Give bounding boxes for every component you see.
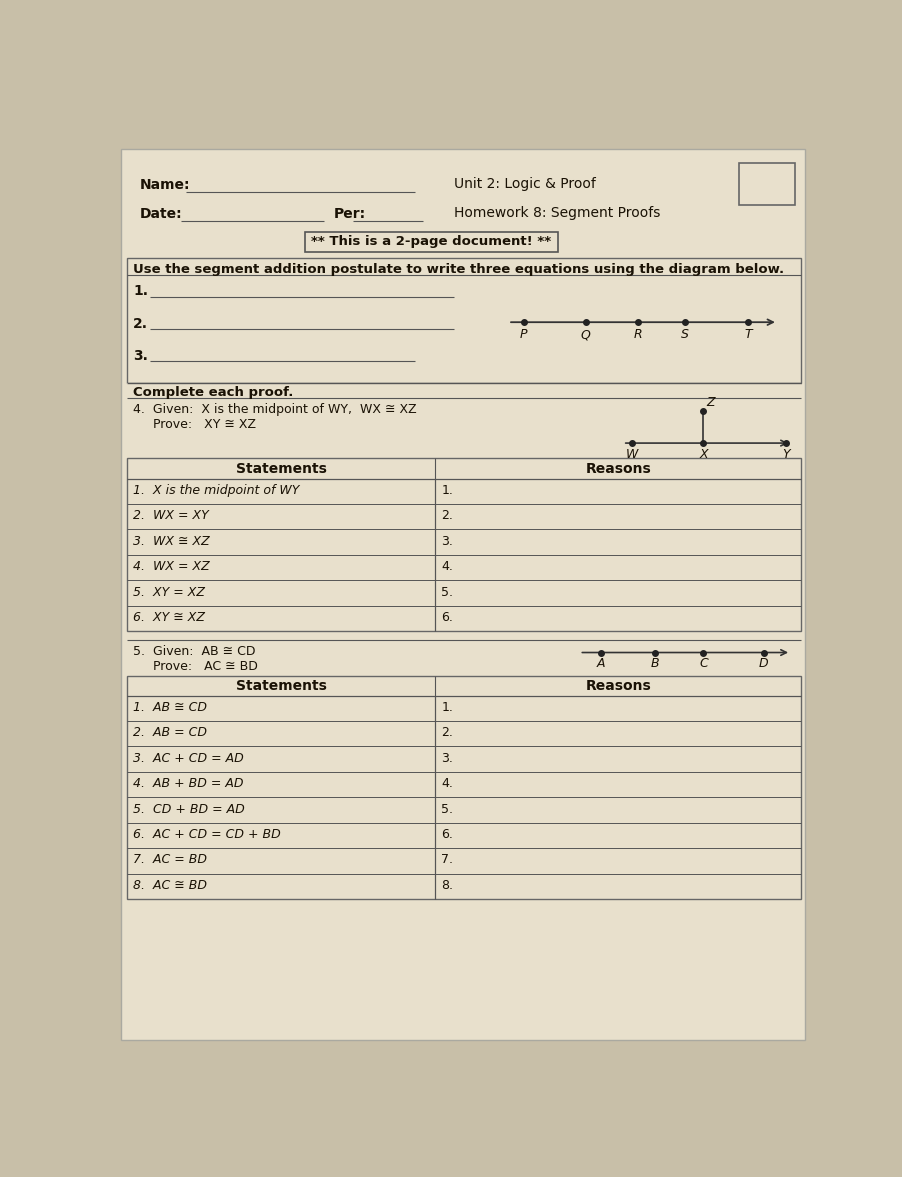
Text: 5.  XY = XZ: 5. XY = XZ	[133, 585, 205, 599]
Text: Reasons: Reasons	[584, 461, 650, 476]
Text: 6.: 6.	[441, 611, 453, 624]
Text: 7.  AC = BD: 7. AC = BD	[133, 853, 207, 866]
Bar	[126, 676, 800, 899]
Text: 5.: 5.	[441, 803, 453, 816]
Text: Per:: Per:	[334, 207, 365, 221]
Text: T: T	[744, 328, 751, 341]
Text: Date:: Date:	[140, 207, 182, 221]
Text: A: A	[596, 657, 604, 670]
Text: Z: Z	[705, 397, 714, 410]
Text: Prove:   XY ≅ XZ: Prove: XY ≅ XZ	[133, 419, 256, 432]
Text: Unit 2: Logic & Proof: Unit 2: Logic & Proof	[454, 177, 595, 191]
Text: Statements: Statements	[235, 461, 327, 476]
Text: Reasons: Reasons	[584, 679, 650, 693]
Text: 8.  AC ≅ BD: 8. AC ≅ BD	[133, 879, 207, 892]
Text: 8.: 8.	[441, 879, 453, 892]
Text: D: D	[759, 657, 768, 670]
Text: 2.  WX = XY: 2. WX = XY	[133, 510, 208, 523]
Bar	[738, 162, 794, 205]
Text: Prove:   AC ≅ BD: Prove: AC ≅ BD	[133, 660, 258, 673]
Text: Homework 8: Segment Proofs: Homework 8: Segment Proofs	[454, 206, 659, 220]
Text: 6.  XY ≅ XZ: 6. XY ≅ XZ	[133, 611, 205, 624]
Text: 4.  Given:  X is the midpoint of WY,  WX ≅ XZ: 4. Given: X is the midpoint of WY, WX ≅ …	[133, 403, 416, 415]
Text: W: W	[625, 447, 638, 460]
Text: 6.  AC + CD = CD + BD: 6. AC + CD = CD + BD	[133, 829, 281, 842]
Text: 5.  CD + BD = AD: 5. CD + BD = AD	[133, 803, 244, 816]
Text: Complete each proof.: Complete each proof.	[133, 386, 293, 399]
Bar	[126, 383, 800, 399]
Text: B: B	[650, 657, 659, 670]
Text: Name:: Name:	[140, 178, 190, 192]
Text: 5.  Given:  AB ≅ CD: 5. Given: AB ≅ CD	[133, 645, 255, 658]
Text: 1.: 1.	[441, 701, 453, 714]
Text: X: X	[698, 447, 707, 460]
Text: 2.: 2.	[133, 317, 148, 331]
Text: 2.: 2.	[441, 726, 453, 739]
Text: 4.: 4.	[441, 560, 453, 573]
Text: 4.  WX = XZ: 4. WX = XZ	[133, 560, 209, 573]
Text: 3.  AC + CD = AD: 3. AC + CD = AD	[133, 752, 244, 765]
Text: S: S	[680, 328, 688, 341]
Text: 4.  AB + BD = AD: 4. AB + BD = AD	[133, 777, 244, 790]
Bar	[305, 232, 557, 252]
Text: C: C	[698, 657, 707, 670]
Text: Q: Q	[580, 328, 590, 341]
Bar	[126, 459, 800, 631]
Text: 2.: 2.	[441, 510, 453, 523]
Text: ** This is a 2-page document! **: ** This is a 2-page document! **	[311, 235, 551, 248]
Text: 1.: 1.	[133, 285, 148, 299]
Text: 3.: 3.	[441, 752, 453, 765]
Text: 2.  AB = CD: 2. AB = CD	[133, 726, 207, 739]
Text: 5.: 5.	[441, 585, 453, 599]
Text: 7.: 7.	[441, 853, 453, 866]
Text: 6.: 6.	[441, 829, 453, 842]
Text: Use the segment addition postulate to write three equations using the diagram be: Use the segment addition postulate to wr…	[133, 262, 783, 275]
Text: R: R	[633, 328, 642, 341]
Text: P: P	[520, 328, 527, 341]
Bar	[126, 258, 800, 383]
Text: Y: Y	[781, 447, 788, 460]
Text: 4.: 4.	[441, 777, 453, 790]
Text: 1.  X is the midpoint of WY: 1. X is the midpoint of WY	[133, 484, 299, 497]
Text: 1.: 1.	[441, 484, 453, 497]
Text: 3.: 3.	[441, 534, 453, 547]
Text: 1.  AB ≅ CD: 1. AB ≅ CD	[133, 701, 207, 714]
Text: 3.  WX ≅ XZ: 3. WX ≅ XZ	[133, 534, 209, 547]
Text: Statements: Statements	[235, 679, 327, 693]
Text: 3.: 3.	[133, 350, 148, 364]
